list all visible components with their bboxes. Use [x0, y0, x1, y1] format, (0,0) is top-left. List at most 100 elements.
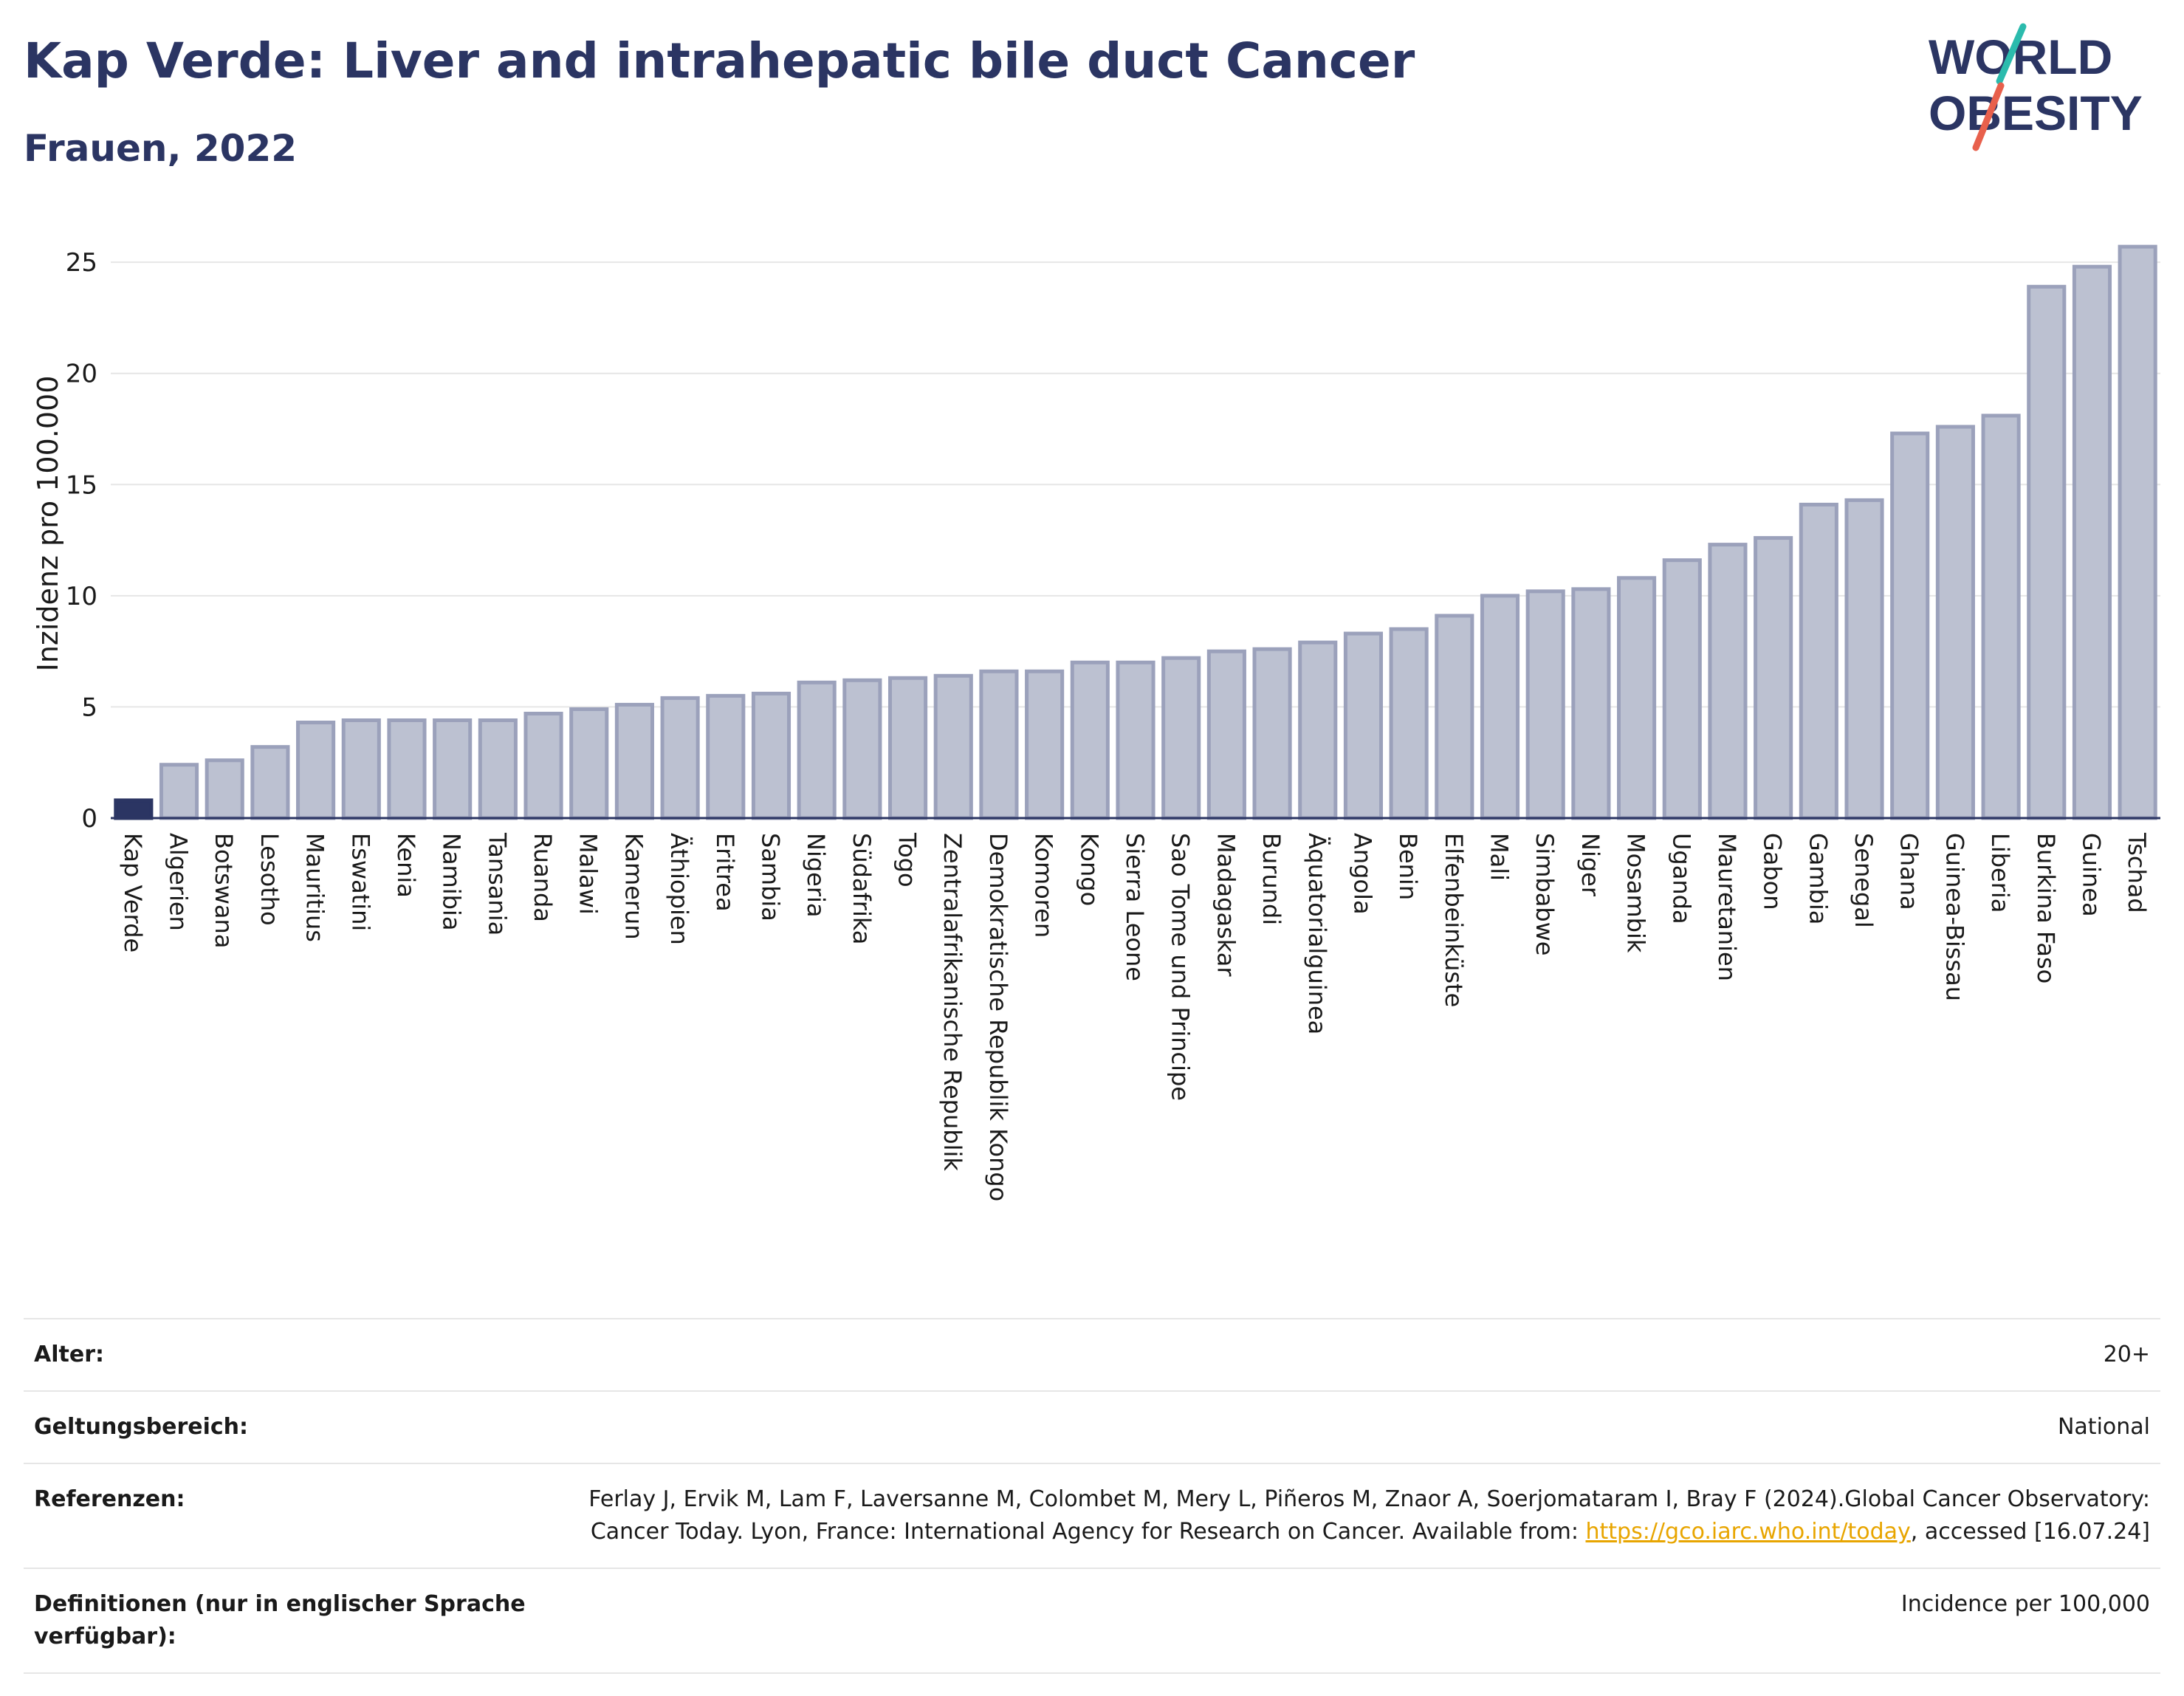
- y-tick-label: 20: [66, 360, 97, 389]
- bar-chart: 0 5 10 15 20 25 Inzidenz pro 100.000 Kap Verde A…: [32, 244, 2160, 1201]
- y-tick-label: 0: [81, 804, 97, 834]
- bar-27: [1343, 631, 1384, 820]
- x-tick-label: Burundi: [1257, 833, 1285, 925]
- x-tick-label: Gambia: [1804, 833, 1832, 924]
- bar-24: [1206, 649, 1246, 820]
- x-tick-label: Liberia: [1986, 833, 2014, 913]
- x-tick-label: Guinea-Bissau: [1940, 833, 1968, 1001]
- x-tick-label: Komoren: [1030, 833, 1058, 938]
- reference-link[interactable]: https://gco.iarc.who.int/today: [1585, 1519, 1911, 1545]
- meta-row-age: Alter: 20+: [24, 1318, 2160, 1390]
- x-tick-label: Mauretanien: [1713, 833, 1741, 981]
- bar-34: [1662, 558, 1702, 820]
- meta-value-definitions: Incidence per 100,000: [1900, 1591, 2150, 1617]
- x-tick-label: Kap Verde: [119, 833, 147, 952]
- bar-44: [2118, 244, 2157, 820]
- bar-10: [569, 707, 609, 820]
- y-tick-label: 15: [66, 470, 97, 500]
- bar-2: [205, 758, 244, 820]
- x-tick-label: Eswatini: [346, 833, 374, 931]
- bar-0: [114, 798, 154, 820]
- bar-16: [842, 678, 882, 820]
- x-tick-label: Madagaskar: [1212, 833, 1240, 977]
- x-tick-label: Tschad: [2123, 832, 2151, 913]
- x-tick-label: Lesotho: [255, 833, 284, 926]
- bar-35: [1708, 543, 1748, 820]
- x-tick-label: Malawi: [574, 833, 602, 915]
- meta-label-definitions: Definitionen (nur in englischer Sprache …: [34, 1591, 526, 1649]
- x-tick-label: Niger: [1576, 833, 1604, 897]
- x-tick-label: Sierra Leone: [1121, 833, 1149, 981]
- chart-subtitle: Frauen, 2022: [24, 127, 298, 170]
- x-tick-label: Südafrika: [848, 833, 876, 944]
- bar-21: [1070, 660, 1110, 820]
- bar-22: [1116, 660, 1155, 820]
- x-tick-label: Elfenbeinküste: [1440, 833, 1468, 1007]
- x-tick-label: Ghana: [1895, 833, 1923, 910]
- meta-row-definitions: Definitionen (nur in englischer Sprache …: [24, 1568, 2160, 1674]
- bar-3: [250, 745, 290, 820]
- x-tick-label: Äquatorialguinea: [1303, 833, 1331, 1034]
- bar-40: [1935, 425, 1975, 820]
- x-tick-label: Gabon: [1759, 833, 1787, 910]
- bar-7: [433, 718, 473, 820]
- x-tick-label: Mosambik: [1622, 833, 1650, 953]
- x-tick-label: Algerien: [165, 833, 193, 931]
- x-tick-label: Namibia: [438, 833, 466, 930]
- y-tick-label: 10: [66, 582, 97, 611]
- bar-29: [1435, 614, 1474, 820]
- bar-37: [1799, 502, 1838, 820]
- bar-33: [1617, 576, 1657, 820]
- x-tick-label: Burkina Faso: [2032, 833, 2060, 983]
- x-tick-label: Kongo: [1075, 833, 1103, 906]
- x-tick-label: Kamerun: [619, 833, 648, 940]
- meta-label-age: Alter:: [34, 1342, 104, 1367]
- meta-row-references: Referenzen: Ferlay J, Ervik M, Lam F, La…: [24, 1463, 2160, 1568]
- bar-5: [341, 718, 381, 820]
- bar-43: [2072, 264, 2112, 820]
- meta-value-references: Ferlay J, Ervik M, Lam F, Laversanne M, …: [563, 1483, 2150, 1548]
- x-tick-label: Eritrea: [711, 833, 739, 912]
- bar-32: [1571, 587, 1611, 820]
- bar-15: [797, 680, 837, 820]
- bar-18: [933, 673, 973, 820]
- bar-38: [1844, 498, 1884, 820]
- bar-25: [1252, 647, 1292, 820]
- x-tick-label: Senegal: [1850, 833, 1878, 928]
- y-tick-label: 5: [81, 693, 97, 722]
- x-tick-label: Ruanda: [529, 833, 557, 922]
- x-tick-label: Sao Tome und Principe: [1167, 833, 1195, 1101]
- bar-17: [887, 676, 928, 820]
- bar-6: [387, 718, 427, 820]
- reference-text: Ferlay J, Ervik M, Lam F, Laversanne M, …: [588, 1486, 2150, 1545]
- bar-1: [159, 763, 199, 820]
- meta-label-scope: Geltungsbereich:: [34, 1414, 249, 1440]
- logo-slash-teal: [1996, 23, 2027, 85]
- x-tick-label: Sambia: [756, 833, 784, 921]
- meta-row-scope: Geltungsbereich: National: [24, 1390, 2160, 1463]
- bar-11: [614, 702, 654, 820]
- bar-39: [1890, 431, 1930, 820]
- bar-31: [1525, 589, 1565, 820]
- y-tick-label: 25: [66, 248, 97, 278]
- x-tick-label: Demokratische Republik Kongo: [984, 833, 1012, 1201]
- x-tick-label: Nigeria: [802, 833, 830, 917]
- x-tick-label: Simbabwe: [1531, 833, 1559, 955]
- x-tick-label: Botswana: [210, 833, 238, 948]
- bar-4: [296, 721, 336, 820]
- x-tick-label: Guinea: [2077, 833, 2105, 917]
- bar-20: [1025, 669, 1065, 820]
- x-tick-label: Benin: [1394, 833, 1422, 900]
- bar-26: [1298, 640, 1338, 820]
- meta-value-scope: National: [2057, 1414, 2150, 1440]
- logo-slash-red: [1972, 82, 2005, 151]
- x-tick-label: Uganda: [1667, 833, 1695, 924]
- x-tick-label: Tansania: [483, 832, 511, 935]
- logo-line2: OBESITY: [1929, 86, 2143, 140]
- bar-28: [1389, 627, 1429, 820]
- x-tick-label: Mali: [1486, 833, 1514, 881]
- x-tick-label: Äthiopien: [665, 833, 693, 945]
- bar-23: [1161, 656, 1201, 820]
- metadata-table: Alter: 20+ Geltungsbereich: National Ref…: [24, 1318, 2160, 1674]
- x-tick-label: Mauritius: [301, 833, 329, 942]
